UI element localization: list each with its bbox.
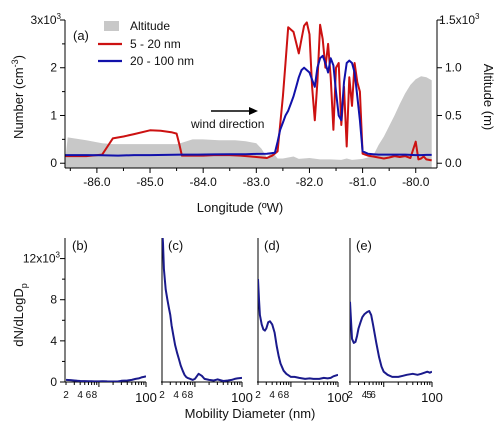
legend-label-20-100nm: 20 - 100 nm — [130, 54, 194, 68]
altitude-area-layer — [65, 76, 432, 168]
x-tick-label: -81.0 — [349, 175, 377, 189]
aerosol-lines-layer — [65, 21, 432, 162]
size-panel-d: 2 4 6 8 100 (d) — [255, 238, 349, 405]
lower-y-ticks: 0 4 8 12x103 — [23, 251, 65, 389]
size-distribution-panels: 2 4 6 8 100(b)2 4 6 8 100(c)2 4 6 8 100(d)2 4 56 100(e) — [63, 238, 443, 405]
y2-tick-label: 1.0 — [445, 61, 462, 75]
log-x-tick-label: 4 — [173, 390, 179, 401]
legend-label-5-20nm: 5 - 20 nm — [130, 37, 181, 51]
legend-label-altitude: Altitude — [130, 19, 170, 33]
log-x-tick-label: 6 — [370, 390, 376, 401]
lower-y-axis-label: dN/dLogDp — [11, 283, 29, 347]
panel-label: (e) — [356, 238, 372, 253]
panel-a: -86.0 -85.0 -84.0 -83.0 -82.0 -81.0 -80.0 0 1 2 3… — [10, 12, 494, 215]
size-panel-c: 2 4 6 8 100 (c) — [159, 238, 253, 405]
y-tick-label: 0 — [50, 156, 57, 170]
log-x-tick-label: 6 — [86, 390, 92, 401]
x-tick-label: -80.0 — [402, 175, 430, 189]
x-tick-label: -85.0 — [136, 175, 164, 189]
panel-label: (b) — [72, 238, 88, 253]
panel-a-x-ticks: -86.0 -85.0 -84.0 -83.0 -82.0 -81.0 -80.0 — [69, 168, 430, 189]
wind-direction-arrowhead — [249, 107, 258, 115]
panel-a-y2-ticks: 0.0 0.5 1.0 1.5x103 — [437, 12, 480, 170]
panel-a-label: (a) — [73, 28, 89, 43]
panel-label: (d) — [264, 238, 280, 253]
x-tick-label: -86.0 — [83, 175, 111, 189]
series-line-5-20nm — [65, 21, 432, 162]
log-x-tick-label: 6 — [182, 390, 188, 401]
altitude-area — [65, 76, 432, 168]
x-tick-label: -83.0 — [243, 175, 271, 189]
size-distribution-line — [350, 301, 432, 378]
log-x-tick-label: 2 — [63, 390, 69, 401]
size-panel-b: 2 4 6 8 100 (b) — [63, 238, 157, 405]
log-x-tick-label: 2 — [255, 390, 261, 401]
lower-x-axis-label: Mobility Diameter (nm) — [185, 406, 316, 421]
legend-swatch-altitude — [104, 21, 119, 31]
size-distribution-line — [162, 238, 242, 382]
log-x-tick-label: 4 — [362, 390, 368, 401]
size-distribution-line — [258, 279, 338, 380]
log-x-tick-label: 4 — [269, 390, 275, 401]
log-x-tick-label: 4 — [77, 390, 83, 401]
y-tick-label: 1 — [50, 108, 57, 122]
log-x-tick-label: 100 — [421, 390, 443, 405]
lower-y-tick-label: 8 — [50, 293, 57, 307]
y2-tick-label: 0.0 — [445, 156, 462, 170]
y2-tick-label: 0.5 — [445, 108, 462, 122]
y-tick-label: 2 — [50, 61, 57, 75]
x-tick-label: -82.0 — [296, 175, 324, 189]
size-panel-e: 2 4 56 100 (e) — [347, 238, 443, 405]
panel-label: (c) — [168, 238, 183, 253]
panel-a-y2-axis-label: Altitude (m) — [481, 64, 494, 130]
lower-y-tick-label: 4 — [50, 334, 57, 348]
log-x-tick-label: 100 — [135, 390, 157, 405]
log-x-tick-label: 5 — [366, 390, 372, 401]
lower-y-tick-label: 12x103 — [23, 251, 61, 266]
series-line-20-100nm — [65, 54, 432, 157]
panel-a-y-ticks: 0 1 2 3x103 — [31, 12, 65, 170]
log-x-tick-label: 6 — [278, 390, 284, 401]
log-x-tick-label: 8 — [188, 390, 194, 401]
log-x-tick-label: 8 — [284, 390, 290, 401]
panel-a-y-axis-label: Number (cm-3) — [10, 55, 26, 139]
lower-y-tick-label: 0 — [50, 375, 57, 389]
x-tick-label: -84.0 — [189, 175, 217, 189]
panel-a-x-axis-label: Longitude (ºW) — [197, 200, 283, 215]
wind-direction-annotation: wind direction — [190, 107, 264, 131]
log-x-tick-label: 100 — [231, 390, 253, 405]
log-x-tick-label: 2 — [159, 390, 165, 401]
log-x-tick-label: 8 — [92, 390, 98, 401]
size-distribution-line — [66, 375, 146, 382]
y-tick-label: 3x103 — [31, 12, 62, 27]
legend: Altitude 5 - 20 nm 20 - 100 nm — [98, 19, 194, 68]
log-x-tick-label: 100 — [327, 390, 349, 405]
y2-tick-label: 1.5x103 — [439, 12, 480, 27]
wind-direction-label: wind direction — [190, 117, 264, 131]
log-x-tick-label: 2 — [347, 390, 353, 401]
